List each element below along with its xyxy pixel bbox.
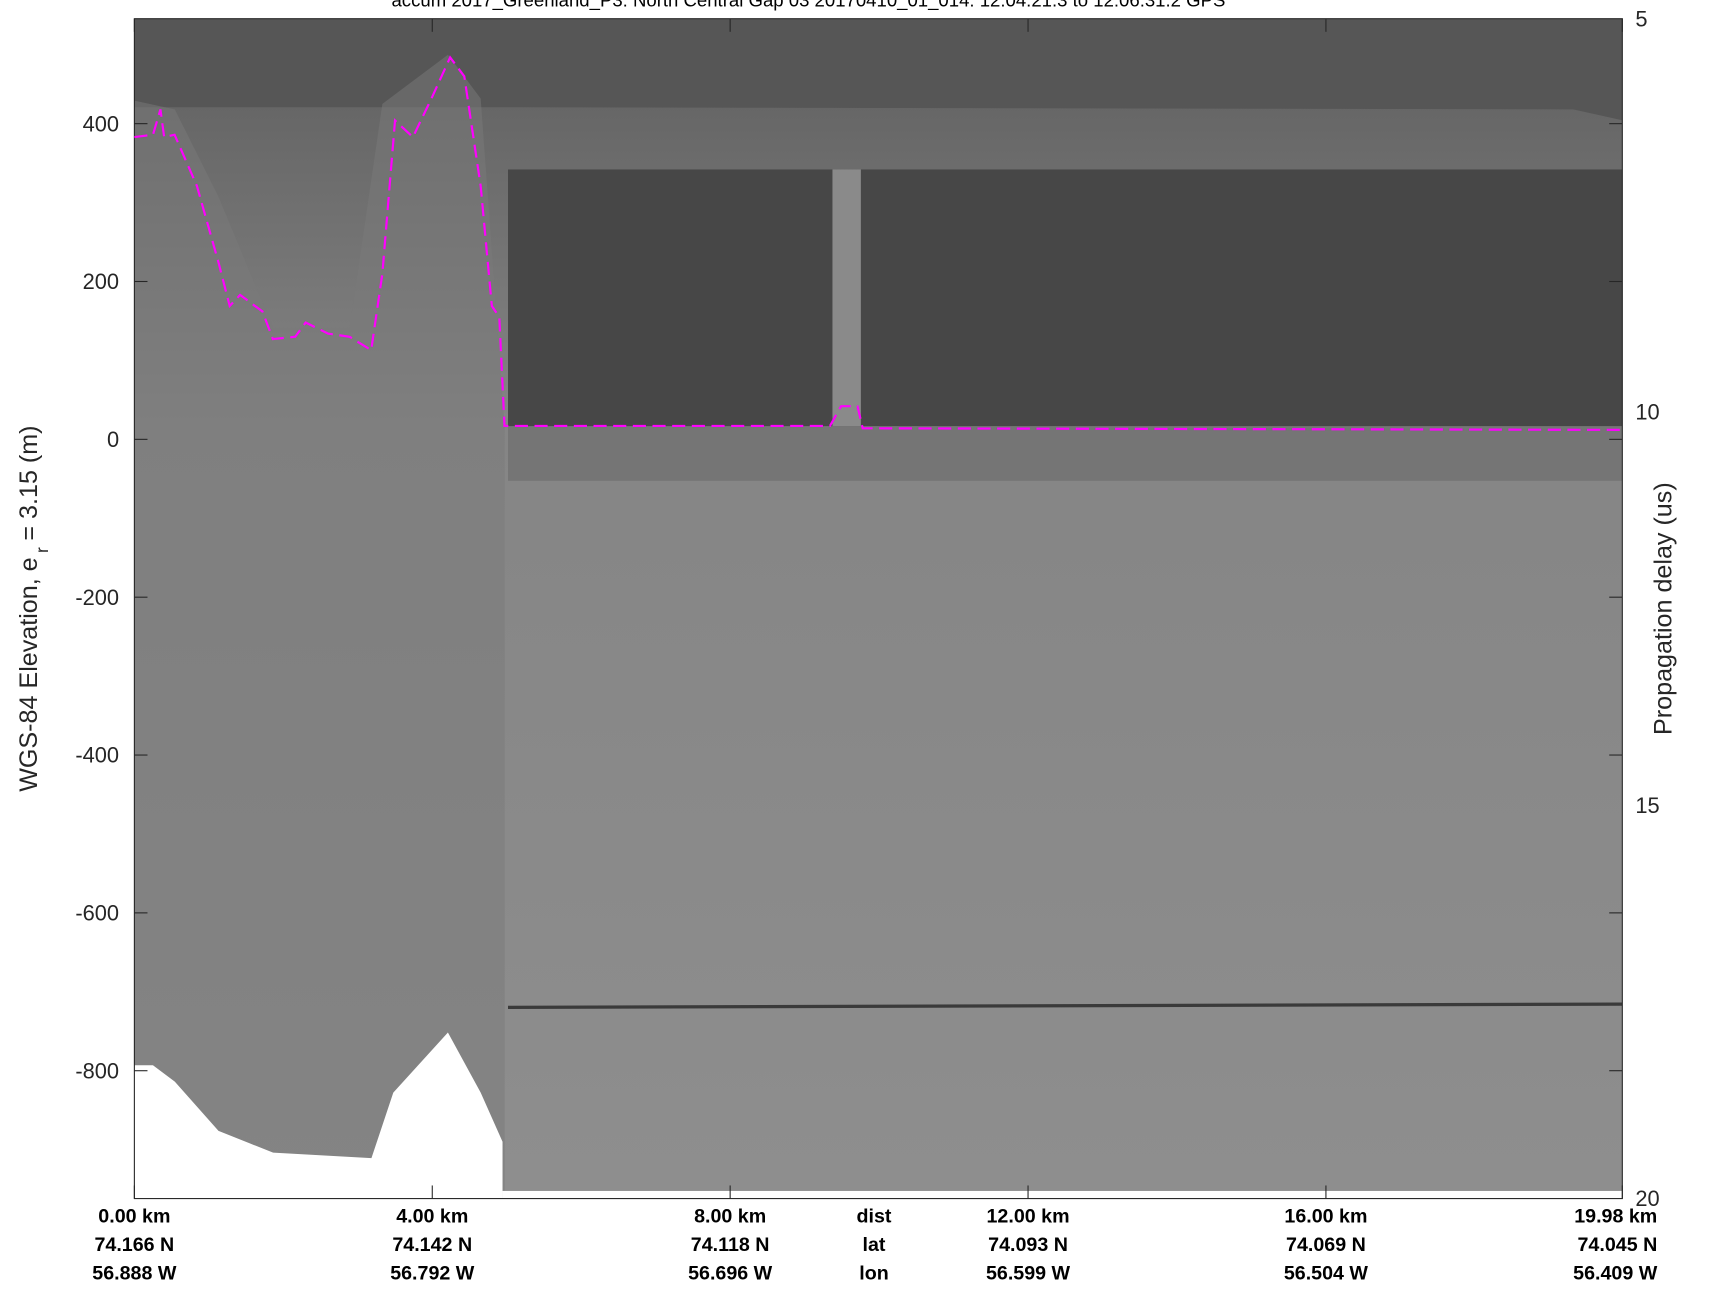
x-tick-label: 8.00 km [694, 1206, 766, 1228]
y-tick-label: 400 [83, 111, 119, 136]
y-tick-label: -200 [75, 585, 119, 610]
lon-label: 56.599 W [986, 1262, 1071, 1284]
row-label: lon [859, 1262, 888, 1284]
y2-tick-label: 5 [1635, 6, 1647, 31]
y2-tick-label: 15 [1635, 793, 1659, 818]
y-tick-label: -800 [75, 1058, 119, 1083]
lat-label: 74.045 N [1578, 1234, 1658, 1256]
plot-frame [133, 18, 1623, 1200]
x-tick-label: 19.98 km [1574, 1206, 1657, 1228]
x-tick-label: 12.00 km [987, 1206, 1070, 1228]
chart-title: accum 2017_Greenland_P3: North Central G… [391, 0, 1225, 12]
surface-line [134, 55, 1623, 431]
row-label: dist [857, 1206, 892, 1228]
y-label-subscript: r [32, 547, 52, 553]
y2-axis-label: Propagation delay (us) [1649, 482, 1677, 735]
y2-tick-label: 10 [1635, 400, 1659, 425]
y-tick-label: -400 [75, 743, 119, 768]
lat-label: 74.166 N [94, 1234, 174, 1256]
lon-label: 56.696 W [688, 1262, 773, 1284]
lat-label: 74.142 N [392, 1234, 472, 1256]
lon-label: 56.409 W [1573, 1262, 1658, 1284]
y-tick-label: 0 [107, 427, 119, 452]
row-label: lat [863, 1234, 886, 1256]
x-tick-label: 16.00 km [1284, 1206, 1367, 1228]
lon-label: 56.792 W [390, 1262, 475, 1284]
lat-label: 74.118 N [691, 1234, 770, 1256]
lon-label: 56.888 W [92, 1262, 177, 1284]
y-label-text: = 3.15 (m) [15, 425, 43, 540]
y-axis-label: WGS-84 Elevation, e r = 3.15 (m) [15, 425, 52, 791]
x-tick-label: 4.00 km [396, 1206, 468, 1228]
y-tick-label: -600 [75, 901, 119, 926]
echogram [134, 18, 1623, 1199]
lat-label: 74.093 N [988, 1234, 1068, 1256]
y2-tick-label: 20 [1635, 1186, 1659, 1211]
lat-label: 74.069 N [1286, 1234, 1366, 1256]
lon-label: 56.504 W [1284, 1262, 1369, 1284]
x-tick-label: 0.00 km [98, 1206, 170, 1228]
y-label-text: WGS-84 Elevation, e [15, 557, 43, 791]
y-tick-label: 200 [83, 269, 119, 294]
